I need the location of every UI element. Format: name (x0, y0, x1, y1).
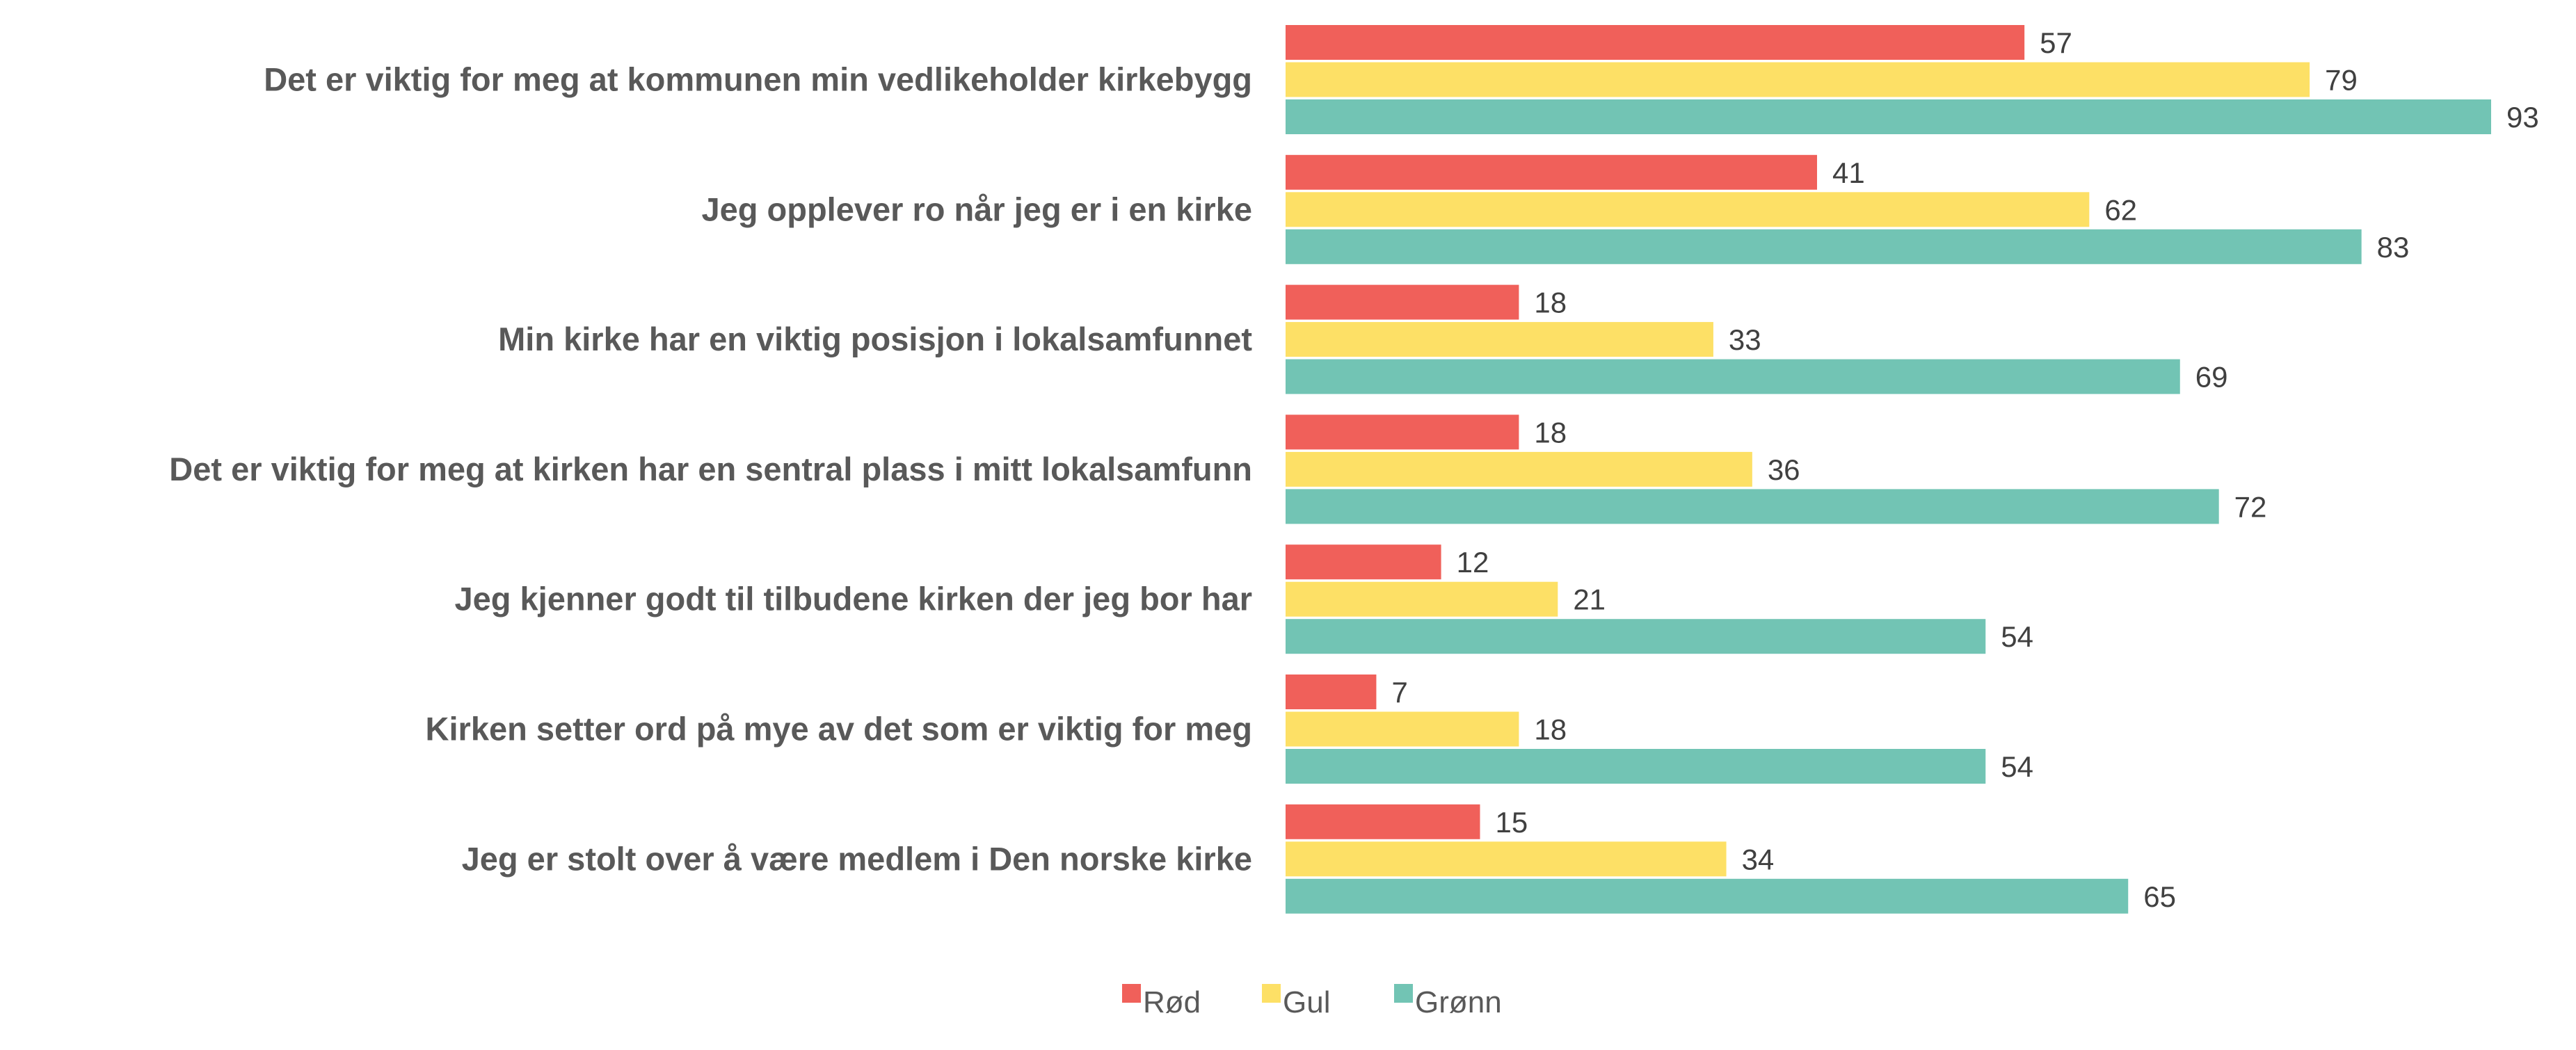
bar-grønn (1286, 749, 1986, 784)
bar-rød (1286, 414, 1519, 450)
data-label: 83 (2377, 231, 2410, 264)
bar-gul (1286, 581, 1558, 617)
bar-grønn (1286, 619, 1986, 654)
data-label: 15 (1496, 806, 1528, 839)
data-label: 57 (2040, 26, 2072, 59)
bar-gul (1286, 62, 2310, 97)
legend-swatch (1262, 984, 1281, 1003)
data-label: 62 (2104, 193, 2137, 226)
data-label: 18 (1534, 416, 1567, 449)
bar-grønn (1286, 878, 2129, 914)
legend-swatch (1122, 984, 1141, 1003)
data-label: 65 (2143, 880, 2176, 913)
category-label: Jeg kjenner godt til tilbudene kirken de… (455, 581, 1253, 617)
data-label: 12 (1457, 546, 1489, 579)
category-label: Jeg er stolt over å være medlem i Den no… (462, 840, 1252, 877)
data-label: 79 (2325, 64, 2358, 97)
category-label: Kirken setter ord på mye av det som er v… (426, 711, 1252, 748)
bar-grønn (1286, 99, 2491, 134)
legend-label: Grønn (1415, 985, 1502, 1019)
bar-rød (1286, 25, 2025, 60)
data-label: 72 (2234, 490, 2267, 523)
bar-gul (1286, 711, 1519, 747)
data-label: 54 (2001, 620, 2033, 653)
bar-rød (1286, 544, 1441, 580)
data-label: 36 (1768, 453, 1800, 486)
data-label: 18 (1534, 286, 1567, 319)
bar-gul (1286, 451, 1752, 487)
data-label: 41 (1832, 156, 1865, 189)
bar-grønn (1286, 229, 2362, 264)
category-label: Det er viktig for meg at kirken har en s… (169, 451, 1252, 487)
bar-gul (1286, 841, 1727, 877)
category-label: Jeg opplever ro når jeg er i en kirke (702, 191, 1253, 227)
bar-grønn (1286, 359, 2180, 394)
legend-swatch (1394, 984, 1413, 1003)
bar-rød (1286, 675, 1377, 709)
data-label: 69 (2195, 361, 2228, 394)
bar-rød (1286, 804, 1480, 839)
data-label: 54 (2001, 750, 2033, 783)
data-label: 21 (1573, 583, 1606, 616)
data-label: 7 (1391, 676, 1407, 709)
category-label: Det er viktig for meg at kommunen min ve… (264, 61, 1252, 98)
bar-rød (1286, 284, 1519, 320)
data-label: 34 (1742, 843, 1775, 875)
bar-grønn (1286, 489, 2219, 524)
bar-rød (1286, 154, 1818, 190)
bar-gul (1286, 192, 2090, 227)
data-label: 93 (2506, 101, 2539, 134)
data-label: 18 (1534, 713, 1567, 746)
data-label: 33 (1729, 323, 1761, 356)
category-label: Min kirke har en viktig posisjon i lokal… (498, 321, 1252, 357)
legend-label: Gul (1283, 985, 1330, 1019)
bar-gul (1286, 322, 1713, 357)
legend-label: Rød (1143, 985, 1201, 1019)
